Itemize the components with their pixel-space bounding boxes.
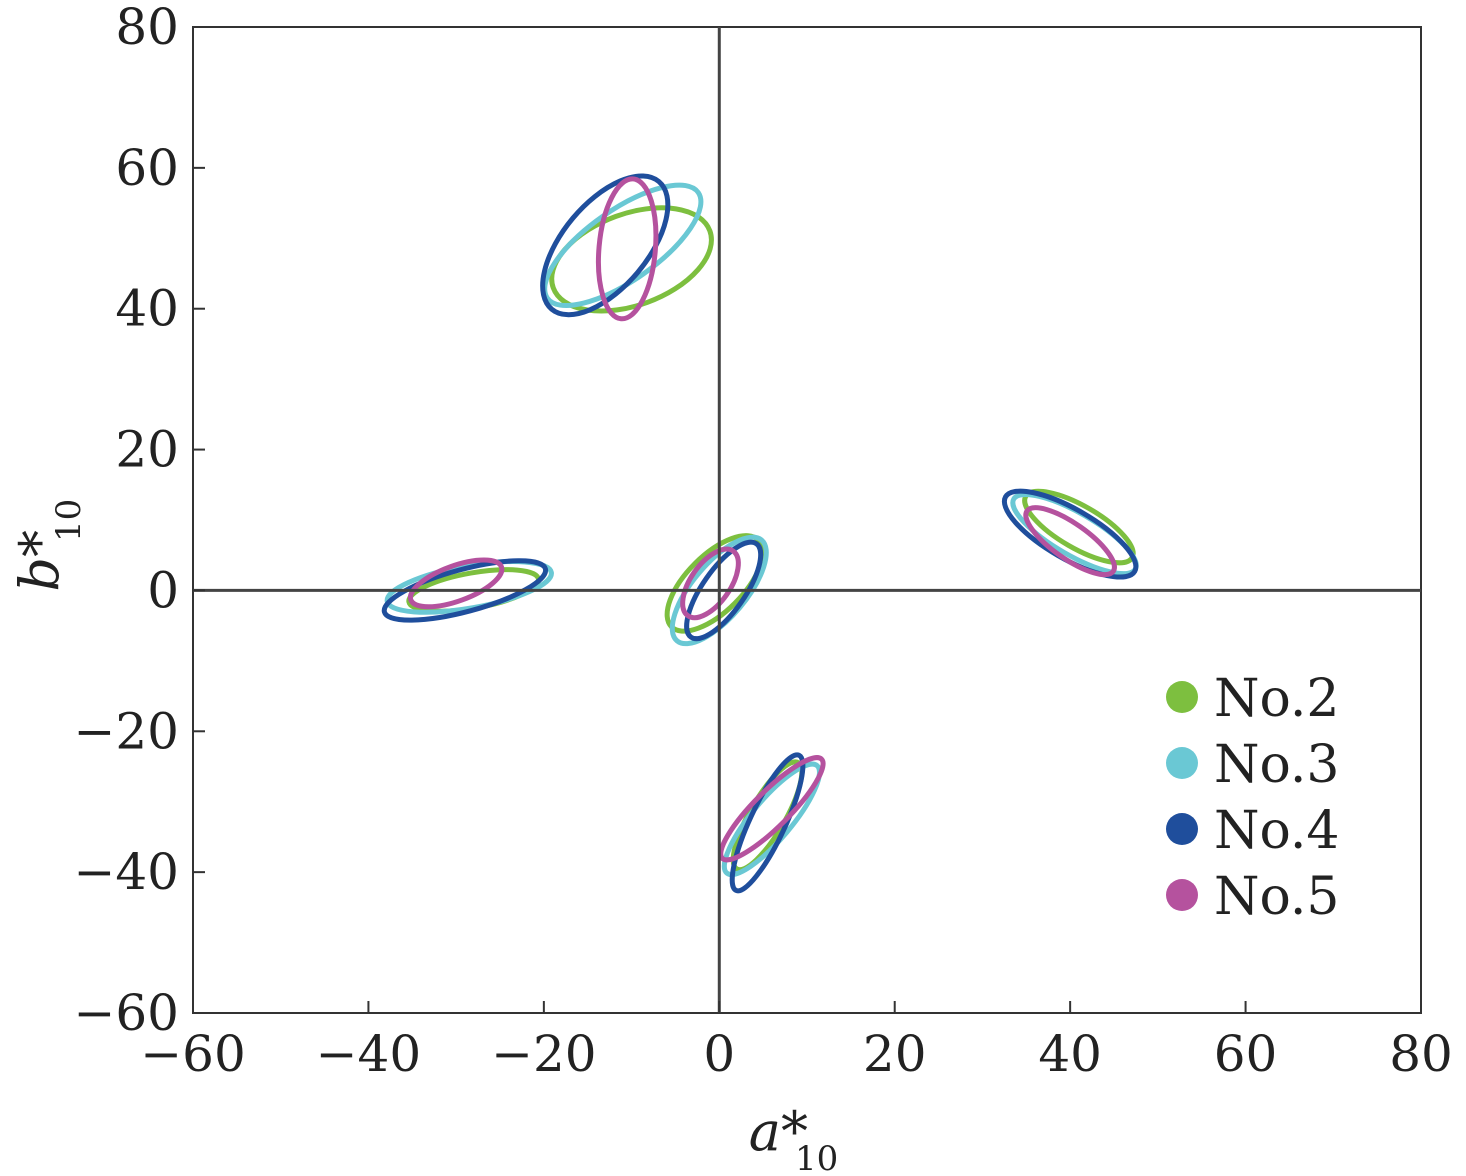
legend-label: No.5 <box>1214 867 1340 927</box>
series-no4 <box>381 173 1139 894</box>
ellipse-no3-5 <box>721 761 822 878</box>
ellipses-layer <box>381 173 1139 894</box>
series-no5 <box>407 176 1117 863</box>
ellipse-no5-5 <box>718 755 826 863</box>
legend-marker <box>1166 681 1198 713</box>
y-tick-label: 80 <box>115 0 179 56</box>
legend-marker <box>1166 747 1198 779</box>
y-axis-label-subscript: 10 <box>49 499 89 542</box>
x-tick-label: 20 <box>863 1025 927 1083</box>
y-tick-label: 20 <box>115 421 179 479</box>
legend-label: No.3 <box>1214 735 1340 795</box>
plot-frame <box>192 26 1422 1014</box>
ticks-layer: −60 −40 −20 0 20 40 60 80 −60 −40 −20 0 20 40 60 80 <box>73 0 1452 1083</box>
ellipse-no5-3 <box>680 546 741 621</box>
ellipse-no2-1 <box>549 205 714 314</box>
axes-layer <box>192 26 1422 1014</box>
ellipse-no4-2 <box>381 558 549 623</box>
legend-marker <box>1166 813 1198 845</box>
ellipse-no5-2 <box>407 557 505 610</box>
legend-label: No.4 <box>1214 801 1340 861</box>
y-tick-label: 40 <box>115 280 179 338</box>
ellipse-no4-3 <box>684 539 764 642</box>
x-tick-label: 60 <box>1214 1025 1278 1083</box>
x-axis-label: a* <box>749 1100 808 1163</box>
x-tick-label: 0 <box>703 1025 735 1083</box>
ellipse-no5-1 <box>595 176 659 322</box>
y-tick-label: −60 <box>73 984 179 1042</box>
x-tick-label: 80 <box>1389 1025 1453 1083</box>
y-tick-label: 60 <box>115 139 179 197</box>
y-tick-label: −40 <box>73 843 179 901</box>
ellipse-no5-4 <box>1023 505 1117 578</box>
legend-marker <box>1166 879 1198 911</box>
x-tick-label: −20 <box>491 1025 597 1083</box>
legend: No.2No.3No.4No.5 <box>1166 669 1340 927</box>
x-tick-label: −60 <box>140 1025 246 1083</box>
ellipse-no4-1 <box>540 173 671 318</box>
ellipse-no4-5 <box>729 752 806 894</box>
y-tick-label: −20 <box>73 702 179 760</box>
y-tick-label: 0 <box>147 561 179 619</box>
x-tick-label: 40 <box>1038 1025 1102 1083</box>
x-tick-label: −40 <box>316 1025 422 1083</box>
legend-label: No.2 <box>1214 669 1340 729</box>
y-axis-label: b* <box>8 530 71 592</box>
x-axis-label-subscript: 10 <box>795 1139 838 1176</box>
